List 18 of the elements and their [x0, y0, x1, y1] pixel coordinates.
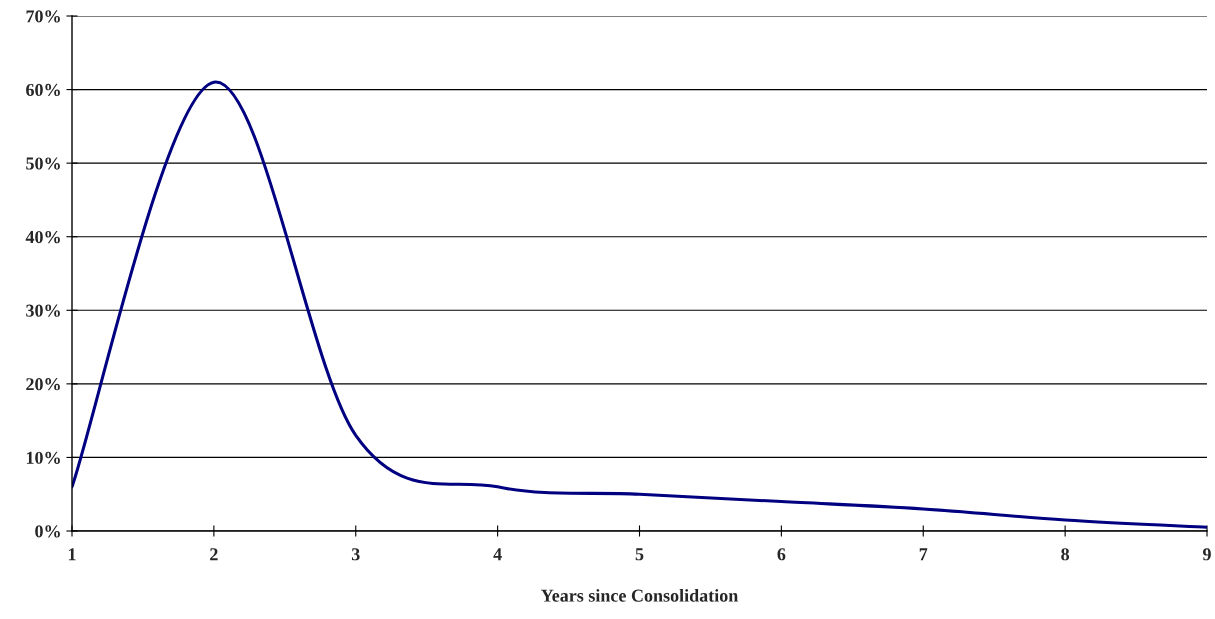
y-tick-label: 70% [26, 10, 60, 23]
y-tick-label: 0% [35, 525, 60, 538]
x-tick-label: 5 [635, 548, 644, 561]
x-tick-label: 8 [1061, 548, 1070, 561]
x-tick-label: 7 [919, 548, 928, 561]
y-tick-label: 30% [26, 304, 60, 317]
x-tick-label: 9 [1202, 548, 1211, 561]
y-tick-label: 10% [26, 451, 60, 464]
x-axis-title: Years since Consolidation [541, 589, 739, 602]
x-tick-label: 6 [777, 548, 786, 561]
x-tick-label: 1 [68, 548, 76, 561]
x-tick-label: 3 [351, 548, 360, 561]
y-tick-label: 50% [26, 157, 60, 170]
y-tick-label: 40% [25, 230, 60, 244]
x-tick-label: 4 [493, 548, 502, 561]
x-tick-label: 2 [210, 548, 218, 561]
y-tick-label: 20% [26, 378, 60, 391]
y-tick-label: 60% [26, 83, 60, 97]
